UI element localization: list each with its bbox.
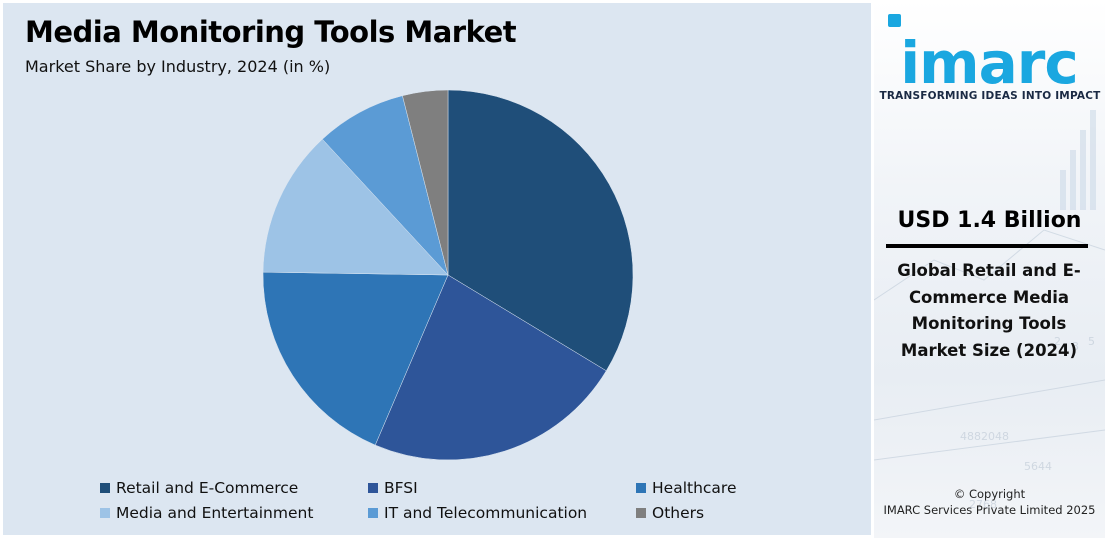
- pie-slice-it: [322, 95, 449, 276]
- legend-label-it: IT and Telecommunication: [384, 504, 588, 522]
- pie-slice-bfsi: [374, 274, 607, 461]
- legend-swatch-retail: [100, 483, 110, 493]
- svg-text:5: 5: [1088, 335, 1095, 348]
- svg-text:5644: 5644: [1024, 460, 1052, 473]
- pie-slice-others: [402, 89, 449, 276]
- svg-text:3: 3: [1072, 340, 1079, 353]
- legend-label-bfsi: BFSI: [384, 479, 418, 497]
- legend-swatch-it: [368, 508, 378, 518]
- legend-swatch-healthcare: [636, 483, 646, 493]
- legend-item-media: Media and Entertainment: [100, 504, 313, 522]
- chart-subtitle: Market Share by Industry, 2024 (in %): [25, 57, 331, 76]
- svg-text:2: 2: [1054, 335, 1061, 348]
- imarc-logo: imarc: [900, 29, 1078, 97]
- copyright: © Copyright IMARC Services Private Limit…: [874, 486, 1105, 518]
- legend-label-healthcare: Healthcare: [652, 479, 737, 497]
- copyright-line-1: © Copyright: [953, 487, 1026, 501]
- legend-item-it: IT and Telecommunication: [368, 504, 587, 522]
- legend-item-bfsi: BFSI: [368, 479, 418, 497]
- pie-slice-media: [262, 138, 449, 276]
- svg-text:4882048: 4882048: [960, 430, 1009, 443]
- legend-item-others: Others: [636, 504, 704, 522]
- legend-label-media: Media and Entertainment: [116, 504, 314, 522]
- market-value: USD 1.4 Billion: [897, 208, 1082, 233]
- legend-item-healthcare: Healthcare: [636, 479, 737, 497]
- logo-tagline: TRANSFORMING IDEAS INTO IMPACT: [879, 90, 1101, 102]
- chart-panel: Media Monitoring Tools Market Market Sha…: [3, 3, 871, 535]
- value-divider: [886, 244, 1088, 248]
- pie-chart: [262, 89, 634, 461]
- legend-swatch-media: [100, 508, 110, 518]
- legend-item-retail: Retail and E-Commerce: [100, 479, 298, 497]
- svg-text:2768: 2768: [969, 498, 997, 511]
- pie-slice-healthcare: [262, 271, 449, 446]
- logo-accent: [888, 14, 901, 27]
- legend-swatch-others: [636, 508, 646, 518]
- copyright-line-2: IMARC Services Private Limited 2025: [883, 503, 1096, 517]
- legend-label-retail: Retail and E-Commerce: [116, 479, 299, 497]
- market-description: Global Retail and E-Commerce Media Monit…: [897, 261, 1081, 360]
- chart-title: Media Monitoring Tools Market: [25, 15, 517, 49]
- legend-swatch-bfsi: [368, 483, 378, 493]
- pie-slice-retail: [447, 89, 634, 372]
- legend-label-others: Others: [652, 504, 705, 522]
